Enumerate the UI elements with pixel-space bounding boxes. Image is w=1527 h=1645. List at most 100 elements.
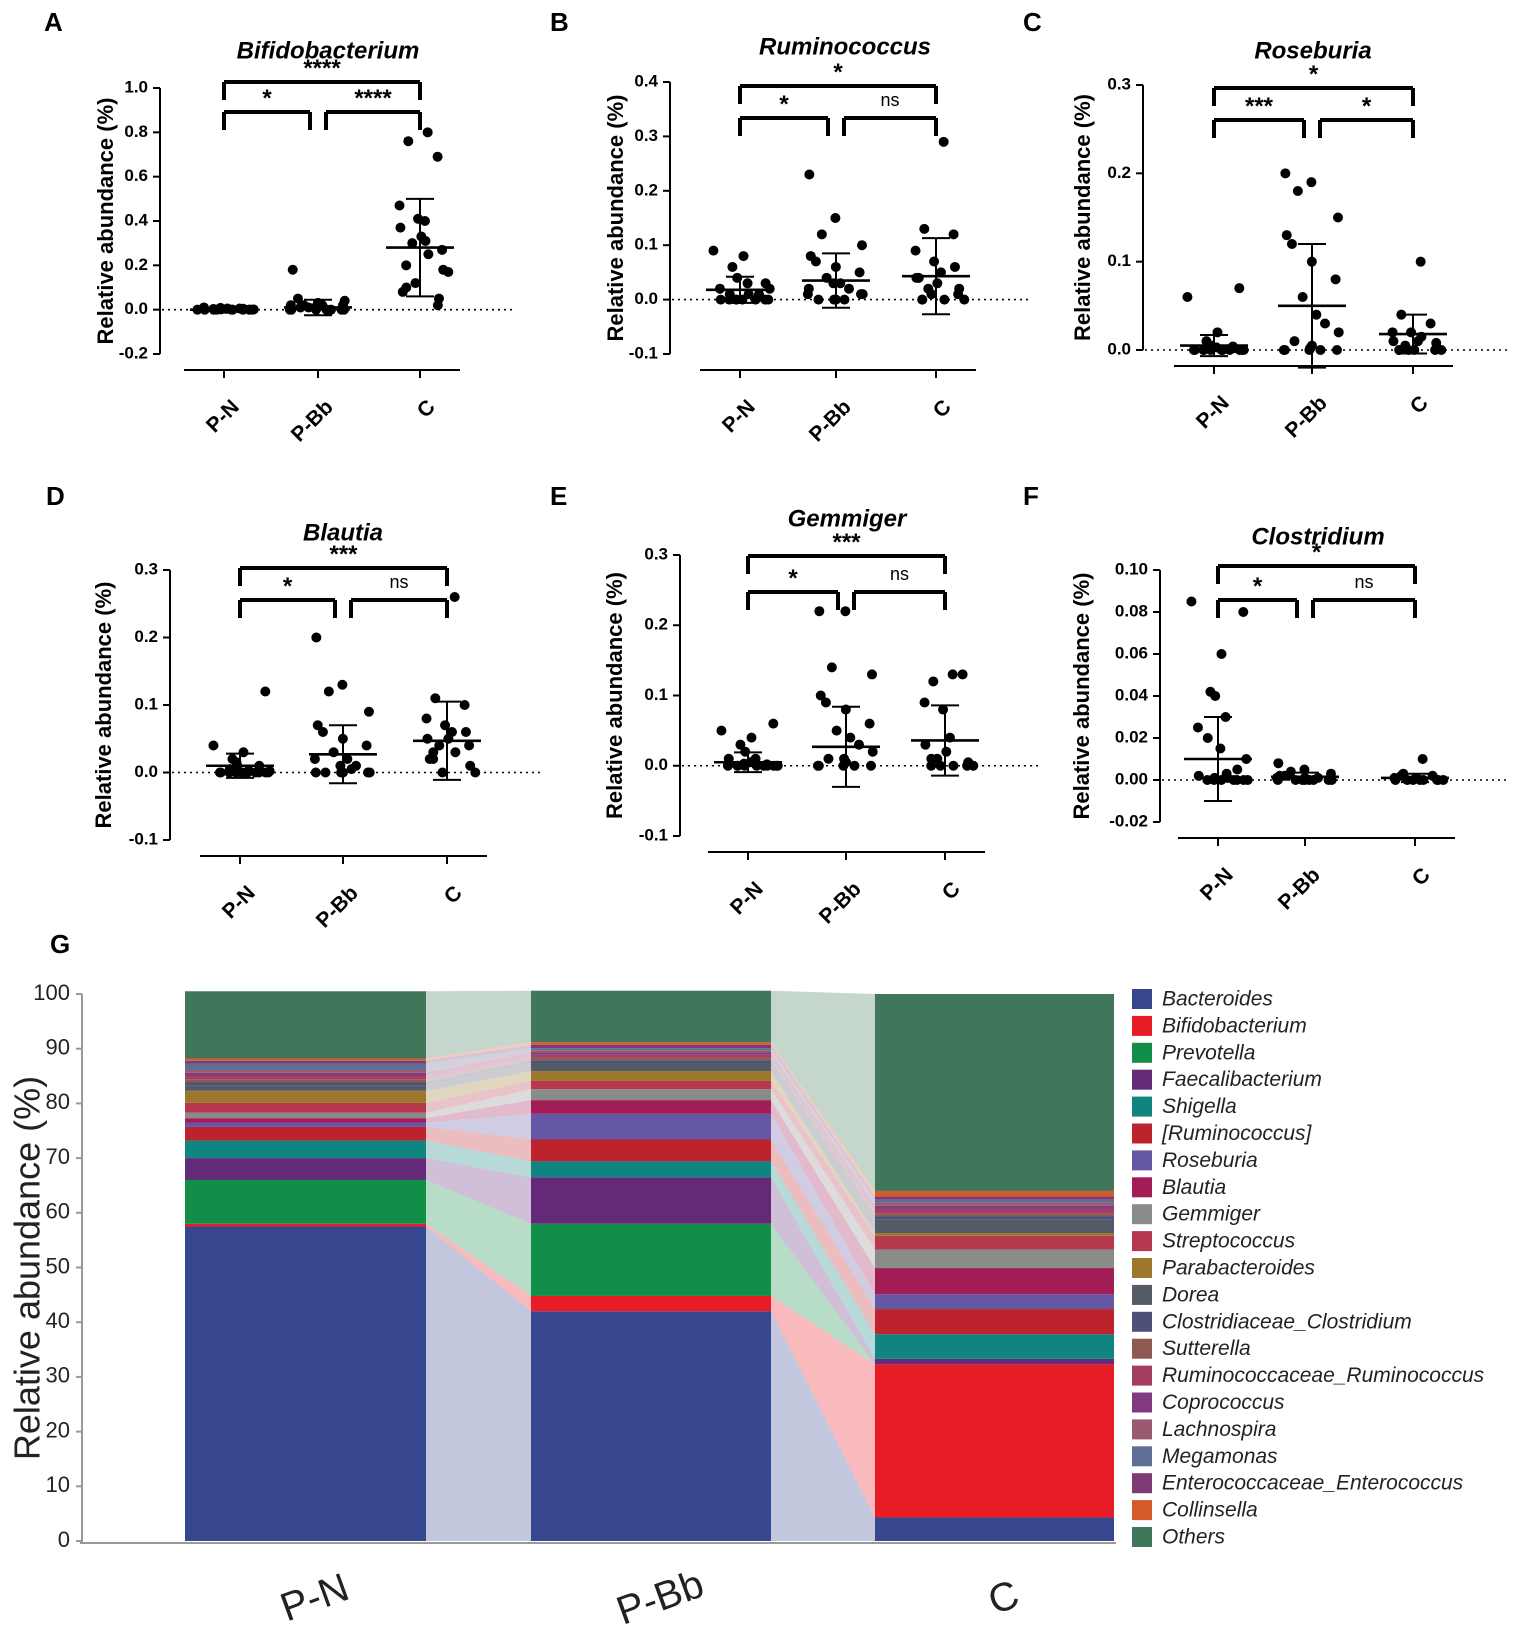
flow-band	[771, 1177, 875, 1365]
data-point	[460, 727, 471, 737]
y-tick-label: 0.06	[1115, 643, 1148, 662]
data-point	[401, 260, 412, 271]
data-point	[459, 700, 470, 710]
panel-title-d: Blautia	[303, 519, 383, 546]
panel-label-e: E	[550, 481, 567, 511]
data-point	[1192, 722, 1203, 733]
data-point	[938, 136, 949, 147]
data-point	[926, 289, 937, 300]
panel-label-a: A	[44, 7, 63, 37]
stacked-bar-segment	[875, 1233, 1114, 1236]
data-point	[959, 294, 970, 305]
y-tick-label: 0.3	[1107, 74, 1131, 93]
flow-band	[771, 1295, 875, 1518]
data-point	[420, 235, 431, 246]
flow-band	[771, 1042, 875, 1197]
y-tick-label: 0.1	[634, 235, 658, 254]
panel-title-b: Ruminococcus	[759, 33, 931, 60]
data-point	[410, 278, 421, 289]
data-point	[839, 294, 850, 305]
x-tick-label-p-bb: P-Bb	[1281, 391, 1332, 442]
panel-label-b: B	[550, 7, 569, 37]
data-point	[1330, 274, 1341, 285]
data-point	[968, 760, 979, 771]
data-point	[449, 592, 460, 602]
y-tick-label: 0.2	[134, 627, 158, 646]
x-tick-label-c: C	[1408, 863, 1435, 890]
x-tick-label-p-n: P-N	[1196, 863, 1238, 905]
data-point	[926, 760, 937, 771]
significance-bracket-left-label: *	[1253, 573, 1263, 600]
data-point	[432, 151, 443, 162]
legend-swatch	[1132, 1177, 1152, 1198]
data-point	[309, 754, 320, 764]
legend-label: Prevotella	[1162, 1041, 1255, 1064]
flow-band	[426, 1140, 531, 1178]
data-point	[948, 229, 959, 240]
data-point	[735, 739, 746, 750]
significance-bracket-right-label: ns	[1354, 572, 1373, 592]
panel-e: E Gemmiger Relative abundance (%) 0.3 0.2 0.1…	[550, 481, 1040, 928]
stacked-bar-segment	[185, 1085, 426, 1091]
stacked-bar-segment	[531, 1042, 771, 1045]
stacked-bar-segment	[531, 1161, 771, 1178]
y-tick-label: -0.1	[639, 825, 668, 844]
data-point	[208, 740, 219, 751]
data-point	[1198, 345, 1209, 355]
y-axis-label-b: Relative abundance (%)	[603, 95, 628, 342]
flow-band	[426, 1080, 531, 1113]
data-point	[742, 278, 753, 289]
panel-title-f: Clostridium	[1251, 523, 1384, 550]
stacked-bar-segment	[875, 1309, 1114, 1335]
y-tick-label: 0.0	[634, 289, 658, 308]
data-point	[1182, 292, 1193, 302]
data-point	[1315, 345, 1326, 355]
x-category-label-p-bb: P-Bb	[611, 1562, 710, 1634]
y-tick-label: 10	[46, 1472, 70, 1497]
legend-swatch	[1132, 1365, 1152, 1386]
data-point	[1436, 345, 1447, 355]
x-tick-label-p-bb: P-Bb	[287, 395, 338, 446]
stacked-bar-segment	[185, 991, 426, 1059]
significance-bracket-outer-label: *	[833, 59, 843, 86]
panel-label-d: D	[46, 481, 65, 511]
data-point	[1234, 345, 1245, 355]
stacked-bar-segment	[875, 1249, 1114, 1269]
data-point	[317, 727, 328, 737]
y-tick-label: 50	[46, 1253, 70, 1278]
data-point	[362, 767, 373, 778]
stacked-bar-segment	[185, 1158, 426, 1180]
flow-band	[426, 1179, 531, 1296]
stacked-bar-segment	[185, 1079, 426, 1083]
y-tick-label: -0.1	[129, 829, 158, 848]
x-tick-label-c: C	[929, 395, 956, 422]
data-point	[840, 606, 851, 617]
data-point	[1425, 318, 1436, 329]
data-point	[913, 272, 924, 283]
stacked-bar-segment	[185, 1223, 426, 1227]
flow-band	[426, 1100, 531, 1123]
stacked-bar-segment	[875, 1205, 1114, 1209]
data-point	[1332, 212, 1343, 223]
data-point	[421, 713, 432, 724]
data-point	[1431, 337, 1442, 348]
y-tick-label: 80	[46, 1089, 70, 1114]
x-tick-label-c: C	[938, 877, 965, 904]
significance-bracket-right-label: ****	[354, 85, 392, 112]
x-tick-label-p-n: P-N	[202, 395, 244, 437]
legend-swatch	[1132, 1069, 1152, 1090]
data-point	[760, 278, 771, 289]
data-point	[917, 294, 928, 305]
data-point	[361, 740, 372, 751]
data-point	[1281, 230, 1292, 241]
stacked-bar-segment	[875, 1268, 1114, 1295]
data-point	[1278, 345, 1289, 355]
stacked-bar-segment	[531, 1048, 771, 1051]
y-tick-label: 0.0	[644, 755, 668, 774]
panel-label-g: G	[50, 929, 70, 959]
data-point	[328, 747, 339, 758]
significance-bracket-outer-label: ***	[832, 529, 861, 556]
data-point	[395, 222, 406, 233]
stacked-bar-segment	[875, 1358, 1114, 1365]
